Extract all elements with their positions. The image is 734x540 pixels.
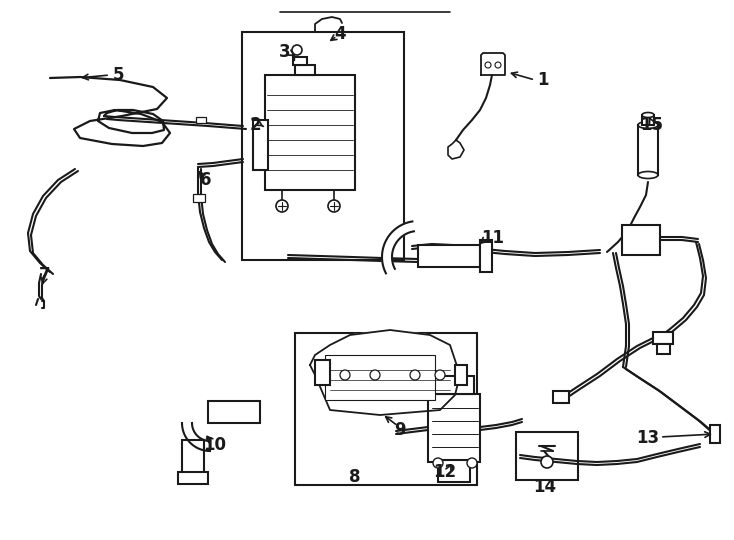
Bar [622, 225, 660, 255]
Polygon shape [182, 423, 210, 451]
Polygon shape [448, 140, 464, 159]
Polygon shape [310, 330, 460, 415]
Text: 14: 14 [534, 478, 556, 496]
Text: 10: 10 [203, 436, 227, 454]
Bar [315, 360, 330, 385]
Bar [480, 240, 492, 272]
Bar [642, 115, 654, 125]
Text: 11: 11 [482, 229, 504, 247]
Polygon shape [382, 221, 414, 273]
Text: 9: 9 [394, 421, 406, 439]
Bar [657, 344, 670, 354]
Ellipse shape [638, 172, 658, 179]
Circle shape [340, 370, 350, 380]
Bar [295, 65, 315, 75]
Polygon shape [481, 53, 505, 75]
Circle shape [495, 62, 501, 68]
Bar [455, 365, 467, 385]
Bar [265, 75, 355, 190]
Bar [182, 440, 204, 475]
Bar [638, 125, 658, 175]
Bar [295, 333, 477, 485]
Text: 7: 7 [39, 266, 51, 284]
Text: 4: 4 [334, 25, 346, 43]
Text: 3: 3 [279, 43, 291, 61]
Circle shape [410, 370, 420, 380]
Bar [710, 425, 720, 443]
Bar [428, 394, 480, 462]
Bar [653, 332, 673, 344]
Text: 13: 13 [636, 429, 660, 447]
Circle shape [276, 200, 288, 212]
Circle shape [370, 370, 380, 380]
Bar [196, 117, 206, 123]
Bar [438, 460, 470, 482]
Circle shape [485, 62, 491, 68]
Text: 1: 1 [537, 71, 549, 89]
Bar [418, 245, 480, 267]
Bar [553, 391, 569, 403]
Bar [325, 355, 435, 400]
Circle shape [467, 458, 477, 468]
Bar [253, 120, 268, 170]
Circle shape [435, 370, 445, 380]
Bar [242, 32, 404, 260]
Bar [516, 432, 578, 480]
Bar [193, 194, 205, 202]
Text: 8: 8 [349, 468, 360, 486]
Ellipse shape [642, 112, 654, 118]
Text: 2: 2 [249, 116, 261, 134]
Circle shape [292, 45, 302, 55]
Ellipse shape [638, 122, 658, 129]
Circle shape [433, 458, 443, 468]
Text: 5: 5 [112, 66, 124, 84]
Circle shape [541, 456, 553, 468]
Text: 6: 6 [200, 171, 211, 189]
Text: 12: 12 [434, 463, 457, 481]
Circle shape [328, 200, 340, 212]
Bar [178, 472, 208, 484]
Bar [293, 57, 307, 65]
Text: 15: 15 [641, 116, 664, 134]
Bar [434, 376, 474, 394]
Bar [208, 401, 260, 423]
